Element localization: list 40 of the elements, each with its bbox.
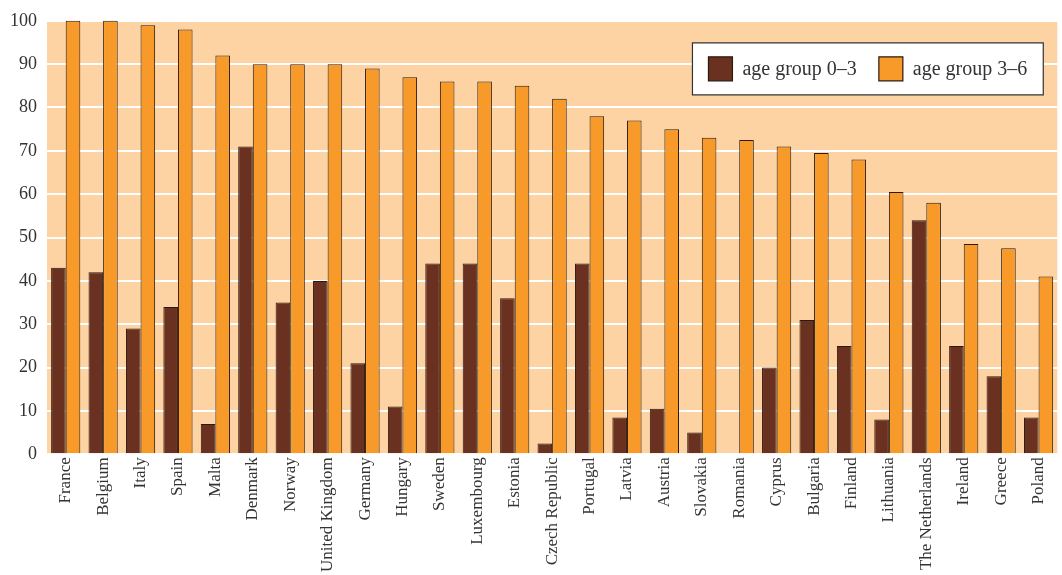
- x-tick-label: Hungary: [391, 456, 411, 517]
- y-tick-label: 100: [10, 9, 37, 30]
- y-tick-label: 40: [19, 269, 37, 290]
- x-tick-label: Slovakia: [691, 456, 711, 517]
- x-tick-label: Czech Republic: [541, 456, 561, 566]
- x-tick-label: Greece: [990, 457, 1010, 506]
- x-tick-label: Italy: [130, 456, 150, 489]
- x-tick-label: United Kingdom: [317, 457, 337, 573]
- x-tick-label: Norway: [279, 456, 299, 513]
- x-tick-label: Germany: [354, 456, 374, 521]
- y-tick-label: 0: [28, 442, 37, 463]
- x-tick-label: Luxembourg: [466, 456, 486, 545]
- x-tick-label: Bulgaria: [803, 456, 823, 516]
- x-tick-label: Lithuania: [878, 456, 898, 523]
- legend-label: age group 3–6: [912, 57, 1028, 81]
- x-tick-label: Denmark: [242, 456, 262, 521]
- y-tick-label: 90: [19, 52, 37, 73]
- x-tick-label: The Netherlands: [915, 457, 935, 571]
- y-tick-label: 80: [19, 96, 37, 117]
- x-tick-label: Belgium: [92, 457, 112, 516]
- y-tick-label: 30: [19, 312, 37, 333]
- y-tick-label: 70: [19, 139, 37, 160]
- x-tick-label: Austria: [653, 456, 673, 508]
- y-tick-label: 60: [19, 182, 37, 203]
- x-tick-label: Latvia: [616, 456, 636, 501]
- x-tick-label: Spain: [167, 456, 187, 496]
- y-tick-label: 50: [19, 226, 37, 247]
- x-tick-label: Portugal: [579, 456, 599, 515]
- legend-label: age group 0–3: [742, 57, 857, 81]
- x-tick-label: Cyprus: [766, 457, 786, 507]
- y-tick-label: 20: [19, 356, 37, 377]
- x-tick-label: Finland: [840, 456, 860, 510]
- x-tick-label: Poland: [1028, 456, 1048, 505]
- x-tick-label: Malta: [204, 456, 224, 497]
- x-tick-label: Romania: [728, 456, 748, 519]
- x-tick-label: Estonia: [504, 456, 524, 509]
- x-tick-label: Sweden: [429, 456, 449, 512]
- x-tick-label: Ireland: [953, 456, 973, 506]
- x-tick-label: France: [55, 457, 75, 504]
- y-tick-label: 10: [19, 399, 37, 420]
